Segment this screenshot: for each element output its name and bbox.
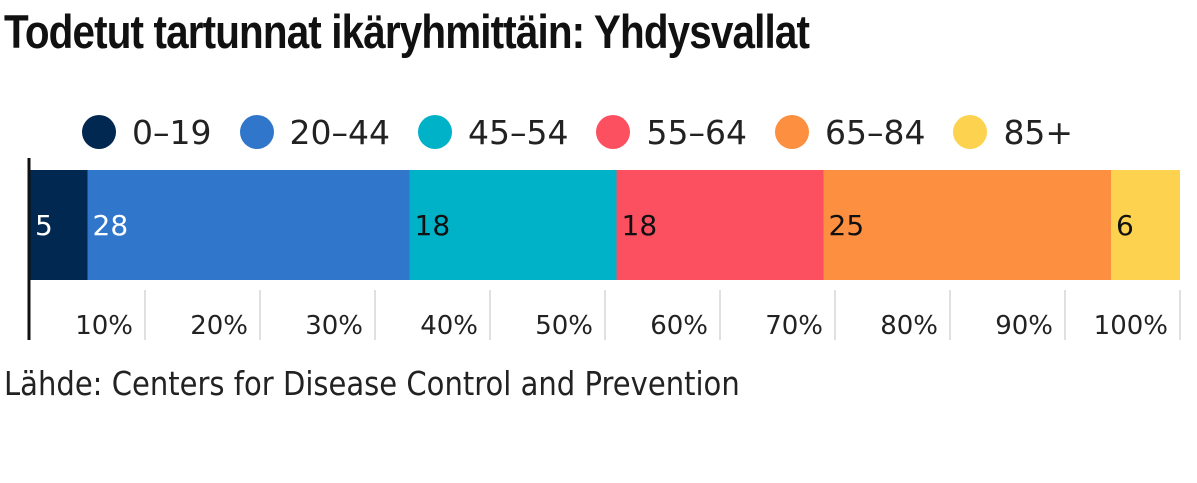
- legend-swatch: [82, 115, 116, 149]
- source-note: Lähde: Centers for Disease Control and P…: [4, 364, 740, 403]
- legend-item: 45–54: [417, 112, 569, 152]
- data-label: 25: [829, 209, 865, 242]
- legend-label: 85+: [1003, 112, 1074, 152]
- bar-segment: [823, 170, 1111, 280]
- chart-legend: 0–19 20–44 45–54 55–64 65–84 85+: [82, 108, 1101, 156]
- legend-swatch: [417, 115, 452, 149]
- x-tick-label: 10%: [75, 311, 133, 341]
- chart-title: Todetut tartunnat ikäryhmittäin: Yhdysva…: [4, 5, 810, 58]
- x-tick-label: 50%: [535, 311, 593, 341]
- bar-segment: [30, 170, 88, 280]
- data-label: 5: [35, 209, 53, 242]
- legend-item: 55–64: [596, 112, 747, 152]
- x-tick-label: 70%: [765, 311, 823, 341]
- bar-segment: [616, 170, 824, 280]
- bar-segment: [1111, 170, 1180, 280]
- legend-item: 65–84: [774, 112, 926, 152]
- data-label: 18: [622, 209, 658, 242]
- legend-label: 45–54: [467, 112, 569, 152]
- data-label: 28: [93, 209, 129, 242]
- legend-swatch: [953, 115, 988, 149]
- x-tick-label: 100%: [1094, 311, 1168, 341]
- legend-item: 0–19: [82, 113, 212, 152]
- bar-segment: [87, 170, 410, 280]
- legend-label: 65–84: [824, 112, 926, 152]
- legend-swatch: [239, 115, 274, 149]
- legend-item: 85+: [953, 113, 1073, 152]
- x-tick-labels: 10% 20% 30% 40% 50% 60% 70% 80% 90% 100%: [75, 311, 1168, 341]
- data-label: 6: [1116, 209, 1134, 242]
- x-tick-label: 60%: [650, 311, 708, 341]
- legend-item: 20–44: [239, 112, 390, 152]
- data-label: 18: [415, 209, 451, 242]
- gridlines: [144, 290, 1181, 340]
- legend-label: 0–19: [132, 112, 212, 152]
- legend-swatch: [774, 115, 809, 149]
- bar-segments: [30, 170, 1180, 280]
- legend-swatch: [596, 115, 631, 149]
- x-tick-label: 90%: [995, 311, 1053, 341]
- legend-label: 55–64: [646, 112, 747, 152]
- x-tick-label: 30%: [305, 311, 363, 341]
- stacked-bar-chart: 5 28 18 18 25 6 10% 20% 30% 40% 50% 60% 70% 80% 90% 10…: [27, 158, 1181, 341]
- x-tick-label: 20%: [190, 311, 248, 341]
- data-labels: 5 28 18 18 25 6: [35, 209, 1134, 242]
- bar-segment: [409, 170, 617, 280]
- x-tick-label: 40%: [420, 311, 478, 341]
- x-tick-label: 80%: [880, 311, 938, 341]
- legend-label: 20–44: [289, 112, 390, 152]
